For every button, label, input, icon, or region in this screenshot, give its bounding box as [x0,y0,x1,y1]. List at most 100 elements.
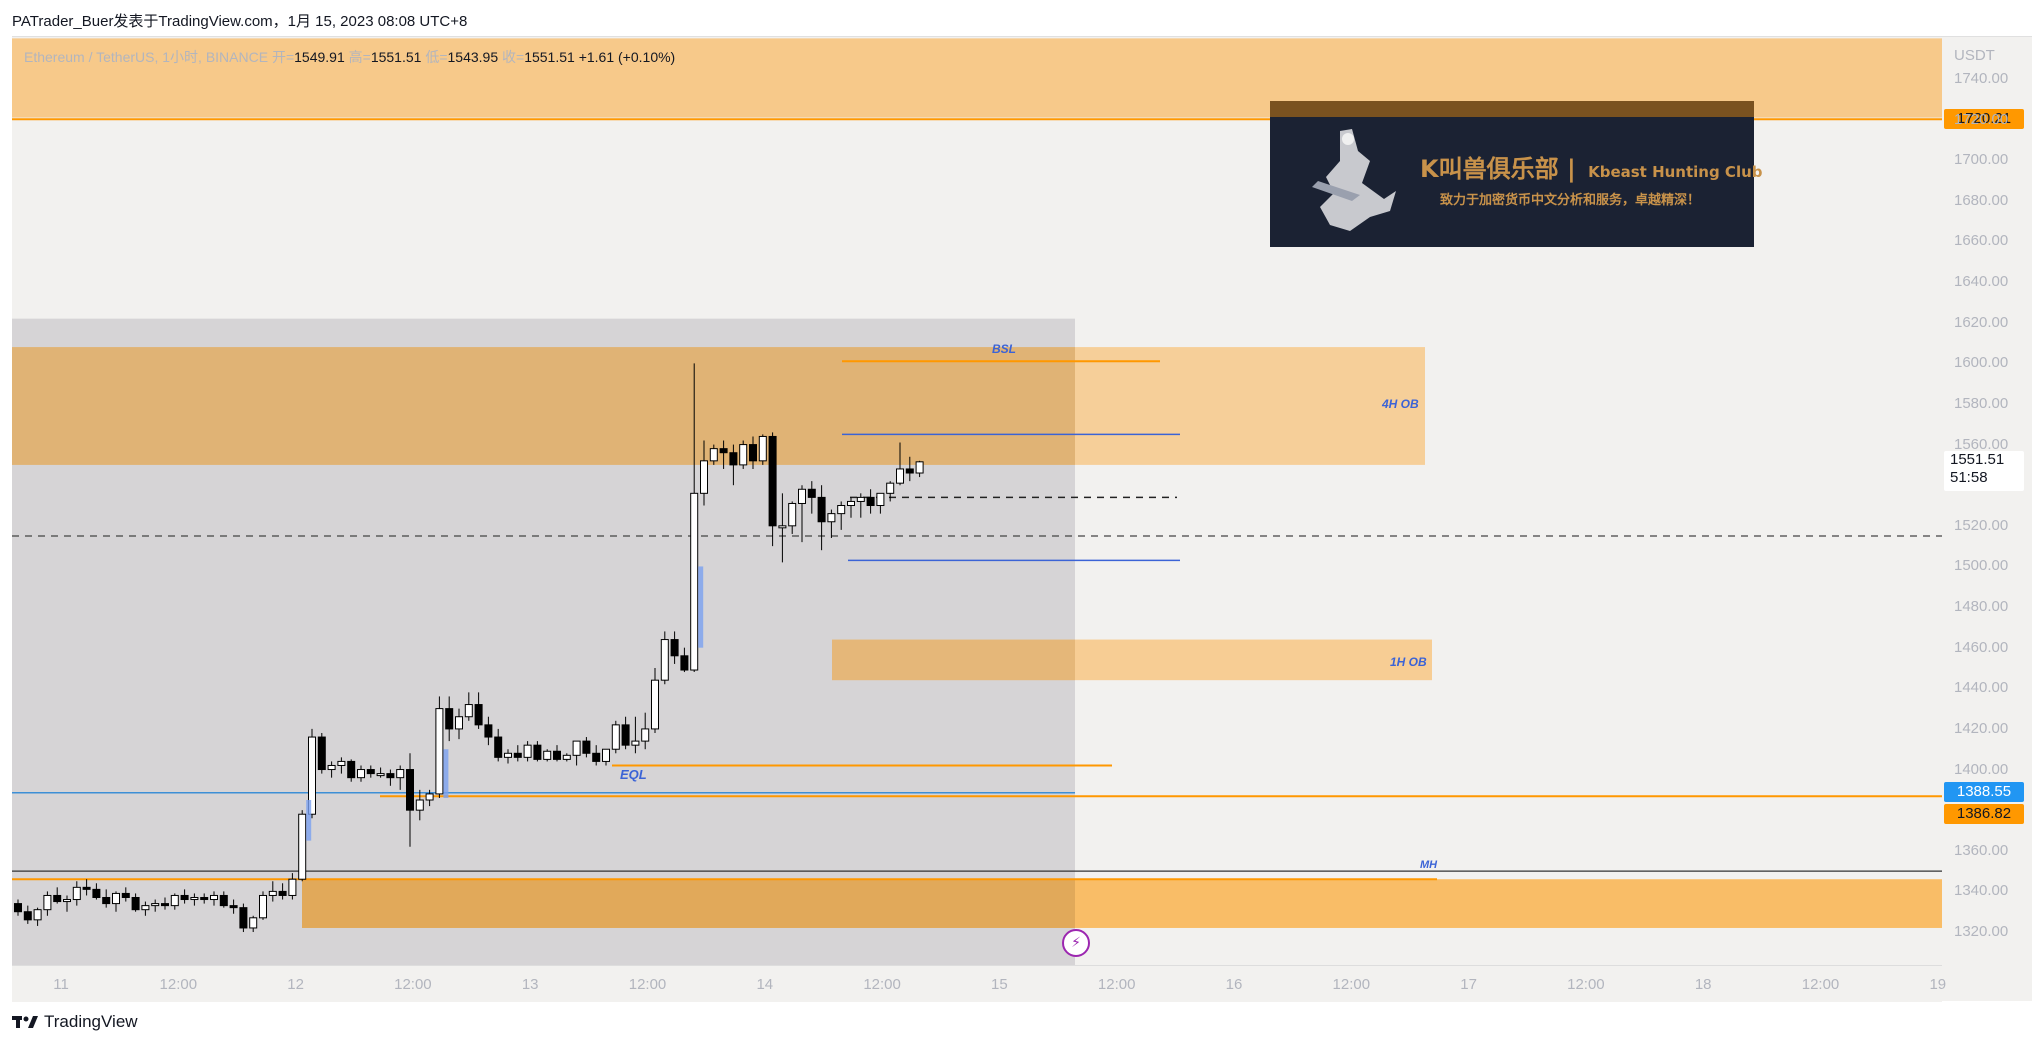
candle [651,679,659,730]
eql-label: EQL [620,767,647,782]
price-tag-1388: 1388.55 [1944,782,2024,802]
close-value: 1551.51 [524,49,575,65]
price-tick: 1620.00 [1954,313,2009,331]
symbol-legend: Ethereum / TetherUS, 1小时, BINANCE 开=1549… [24,49,676,65]
lightning-event-icon[interactable]: ⚡ [1062,929,1090,957]
candle [141,905,150,911]
candle [778,525,787,529]
price-tick: 1740.00 [1954,70,2009,87]
candle [670,639,679,657]
candle [905,468,914,474]
candle [53,894,62,903]
time-tick: 12:00 [863,976,901,993]
currency-label: USDT [1954,47,1995,64]
candle [455,716,463,730]
candle [63,899,71,903]
candle [317,736,326,771]
price-tick: 1700.00 [1954,151,2009,169]
time-tick: 12 [287,976,304,993]
candle [239,907,248,929]
candle [533,744,542,760]
time-tick: 11 [53,976,69,993]
candle [915,461,924,474]
ob-4h-label: 4H OB [1382,397,1419,411]
candle [602,748,610,762]
candlestick-chart[interactable] [12,37,1942,965]
candle [739,444,748,466]
price-axis[interactable]: USDT 1720.21 1551.51 51:58 1388.55 1386.… [1942,37,2032,965]
price-tick: 1480.00 [1954,598,2009,616]
candle [729,452,738,466]
time-tick: 12:00 [159,976,198,993]
candle [631,740,640,746]
candle [621,724,630,746]
candle [680,655,689,671]
candle [308,736,316,815]
price-tick: 1640.00 [1954,273,2009,291]
candle [288,878,297,896]
high-value: 1551.51 [370,49,422,65]
candle [190,896,199,901]
candle [562,754,571,760]
candle [543,750,552,760]
candle [219,894,228,907]
candle [200,896,209,901]
time-axis[interactable]: 11 12:00 12 12:00 13 12:00 14 12:00 15 12:00 16 12:… [12,965,1946,1002]
candle [229,905,238,909]
candle [102,896,111,905]
time-tick: 12:00 [1567,976,1605,993]
candle [690,492,699,671]
price-tick: 1500.00 [1954,557,2009,575]
candle [170,894,179,907]
candle [660,639,669,681]
price-tick: 1420.00 [1954,719,2009,737]
publisher-header: PATrader_Buer发表于TradingView.com，1月 15, 2… [12,13,468,30]
time-tick: 16 [1225,976,1243,993]
symbol-name[interactable]: Ethereum / TetherUS, 1小时, BINANCE [24,49,269,65]
candle [425,793,434,801]
candle [876,492,885,507]
fvg-bar [443,749,449,798]
candle [719,448,728,454]
candle [180,894,189,901]
time-tick: 13 [521,976,539,993]
candle [817,496,826,523]
candle [23,911,32,921]
price-tag-1720: 1720.21 [1944,109,2024,129]
fvg-bar [698,566,704,648]
price-tag-1386: 1386.82 [1944,804,2024,824]
candle [415,799,424,811]
candle [641,728,650,742]
candle [210,894,218,901]
candle [749,444,757,462]
candle [856,496,865,502]
banner-top-bar [1270,101,1754,117]
candle [33,909,42,921]
tradingview-logo[interactable]: TradingView [12,1012,138,1032]
time-tick: 19 [1929,976,1947,993]
last-price-tag: 1551.51 51:58 [1944,451,2024,491]
low-value: 1543.95 [447,49,499,65]
candle [807,488,816,498]
time-tick: 15 [991,976,1008,993]
candle [474,704,483,726]
candle [464,704,473,718]
price-tick: 1720.00 [1954,110,2009,128]
chart-plot-area[interactable]: Ethereum / TetherUS, 1小时, BINANCE 开=1549… [12,37,1942,965]
candle [249,917,258,929]
candle [92,888,101,898]
price-tick: 1400.00 [1954,760,2009,778]
candle [82,886,91,890]
chart-container[interactable]: Ethereum / TetherUS, 1小时, BINANCE 开=1549… [12,36,2032,1002]
candle [798,488,806,504]
price-tick: 1320.00 [1954,923,2009,941]
price-tick: 1520.00 [1954,516,2009,534]
banner-title: K叫兽俱乐部 | Kbeast Hunting Club [1420,155,1763,183]
change-value: +1.61 (+0.10%) [578,49,676,65]
price-tick: 1340.00 [1954,882,2009,900]
mh-label: MH [1420,859,1438,871]
candle [43,894,52,911]
time-tick: 14 [756,976,774,993]
candle [366,769,375,775]
candle [357,769,365,779]
